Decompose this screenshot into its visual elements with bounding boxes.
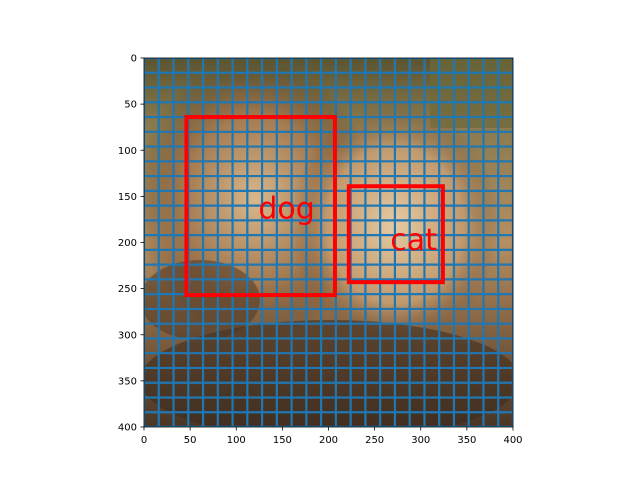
x-tick-label: 100	[227, 435, 246, 446]
y-tick-label: 250	[118, 284, 137, 295]
y-tick-label: 400	[118, 423, 137, 434]
bounding-boxes: dog cat	[184, 115, 445, 298]
y-axis: 0 50 100 150 200 250 300 350 400	[118, 54, 144, 434]
y-tick-label: 50	[124, 100, 137, 111]
y-tick-label: 150	[118, 192, 137, 203]
y-tick-label: 350	[118, 376, 137, 387]
bounding-box-label-dog: dog	[258, 192, 314, 227]
y-tick-label: 100	[118, 146, 137, 157]
x-tick-label: 200	[319, 435, 338, 446]
bounding-box-dog	[184, 115, 337, 298]
x-tick-label: 350	[457, 435, 476, 446]
x-tick-label: 300	[411, 435, 430, 446]
x-axis: 0 50 100 150 200 250 300 350 400	[141, 427, 523, 446]
x-tick-label: 400	[503, 435, 522, 446]
grid-lines	[144, 58, 513, 427]
y-tick-label: 300	[118, 330, 137, 341]
x-tick-label: 150	[273, 435, 292, 446]
x-tick-label: 0	[141, 435, 147, 446]
y-tick-label: 0	[131, 54, 137, 65]
bounding-box-cat	[346, 184, 445, 285]
y-tick-label: 200	[118, 238, 137, 249]
bounding-box-label-cat: cat	[390, 223, 437, 258]
x-tick-label: 250	[365, 435, 384, 446]
x-tick-label: 50	[184, 435, 197, 446]
